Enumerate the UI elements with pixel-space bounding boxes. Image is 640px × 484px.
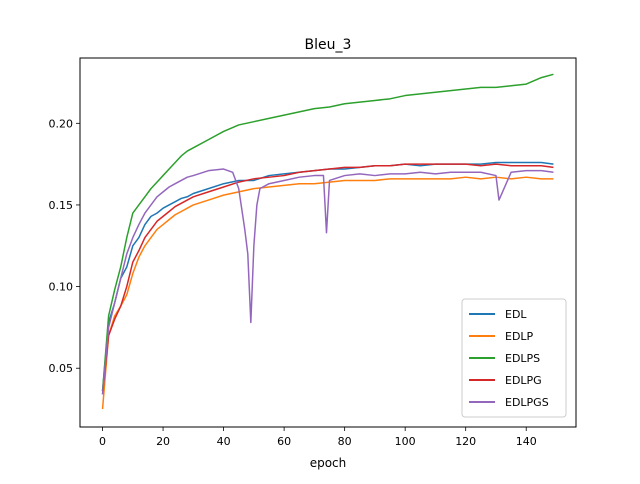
x-tick-label: 100 <box>395 435 416 448</box>
legend-label: EDLPG <box>505 374 542 387</box>
y-tick-label: 0.10 <box>49 281 74 294</box>
axes-frame <box>79 57 577 428</box>
y-tick-label: 0.15 <box>49 199 74 212</box>
legend-label: EDLPGS <box>505 396 549 409</box>
y-axis: 0.05 0.10 0.15 0.20 <box>49 117 80 375</box>
series-line-edlpg <box>101 163 554 395</box>
x-tick-label: 80 <box>338 435 352 448</box>
x-tick-label: 20 <box>156 435 170 448</box>
y-tick-label: 0.05 <box>49 362 74 375</box>
legend-label: EDLP <box>505 330 534 343</box>
legend-label: EDLPS <box>505 352 540 365</box>
x-axis-label: epoch <box>310 456 347 470</box>
x-tick-label: 60 <box>277 435 291 448</box>
legend-item-edlps[interactable]: EDLPS <box>469 352 540 365</box>
legend-label: EDL <box>505 308 527 321</box>
x-axis: 0 20 40 60 80 100 120 140 <box>99 427 537 448</box>
y-tick-label: 0.20 <box>49 117 74 130</box>
x-tick-label: 140 <box>516 435 537 448</box>
series-line-edlpgs <box>101 168 554 395</box>
x-tick-label: 0 <box>99 435 106 448</box>
legend-item-edlpgs[interactable]: EDLPGS <box>469 396 549 409</box>
legend-item-edl[interactable]: EDL <box>469 308 527 321</box>
legend-item-edlp[interactable]: EDLP <box>469 330 534 343</box>
series-line-edlps <box>101 73 554 392</box>
legend[interactable]: EDL EDLP EDLPS EDLPG EDLPGS <box>461 298 567 418</box>
series-layer <box>101 73 554 410</box>
legend-box <box>461 298 567 418</box>
chart-title: Bleu_3 <box>305 37 352 53</box>
legend-item-edlpg[interactable]: EDLPG <box>469 374 542 387</box>
x-tick-label: 40 <box>217 435 231 448</box>
x-tick-label: 120 <box>455 435 476 448</box>
